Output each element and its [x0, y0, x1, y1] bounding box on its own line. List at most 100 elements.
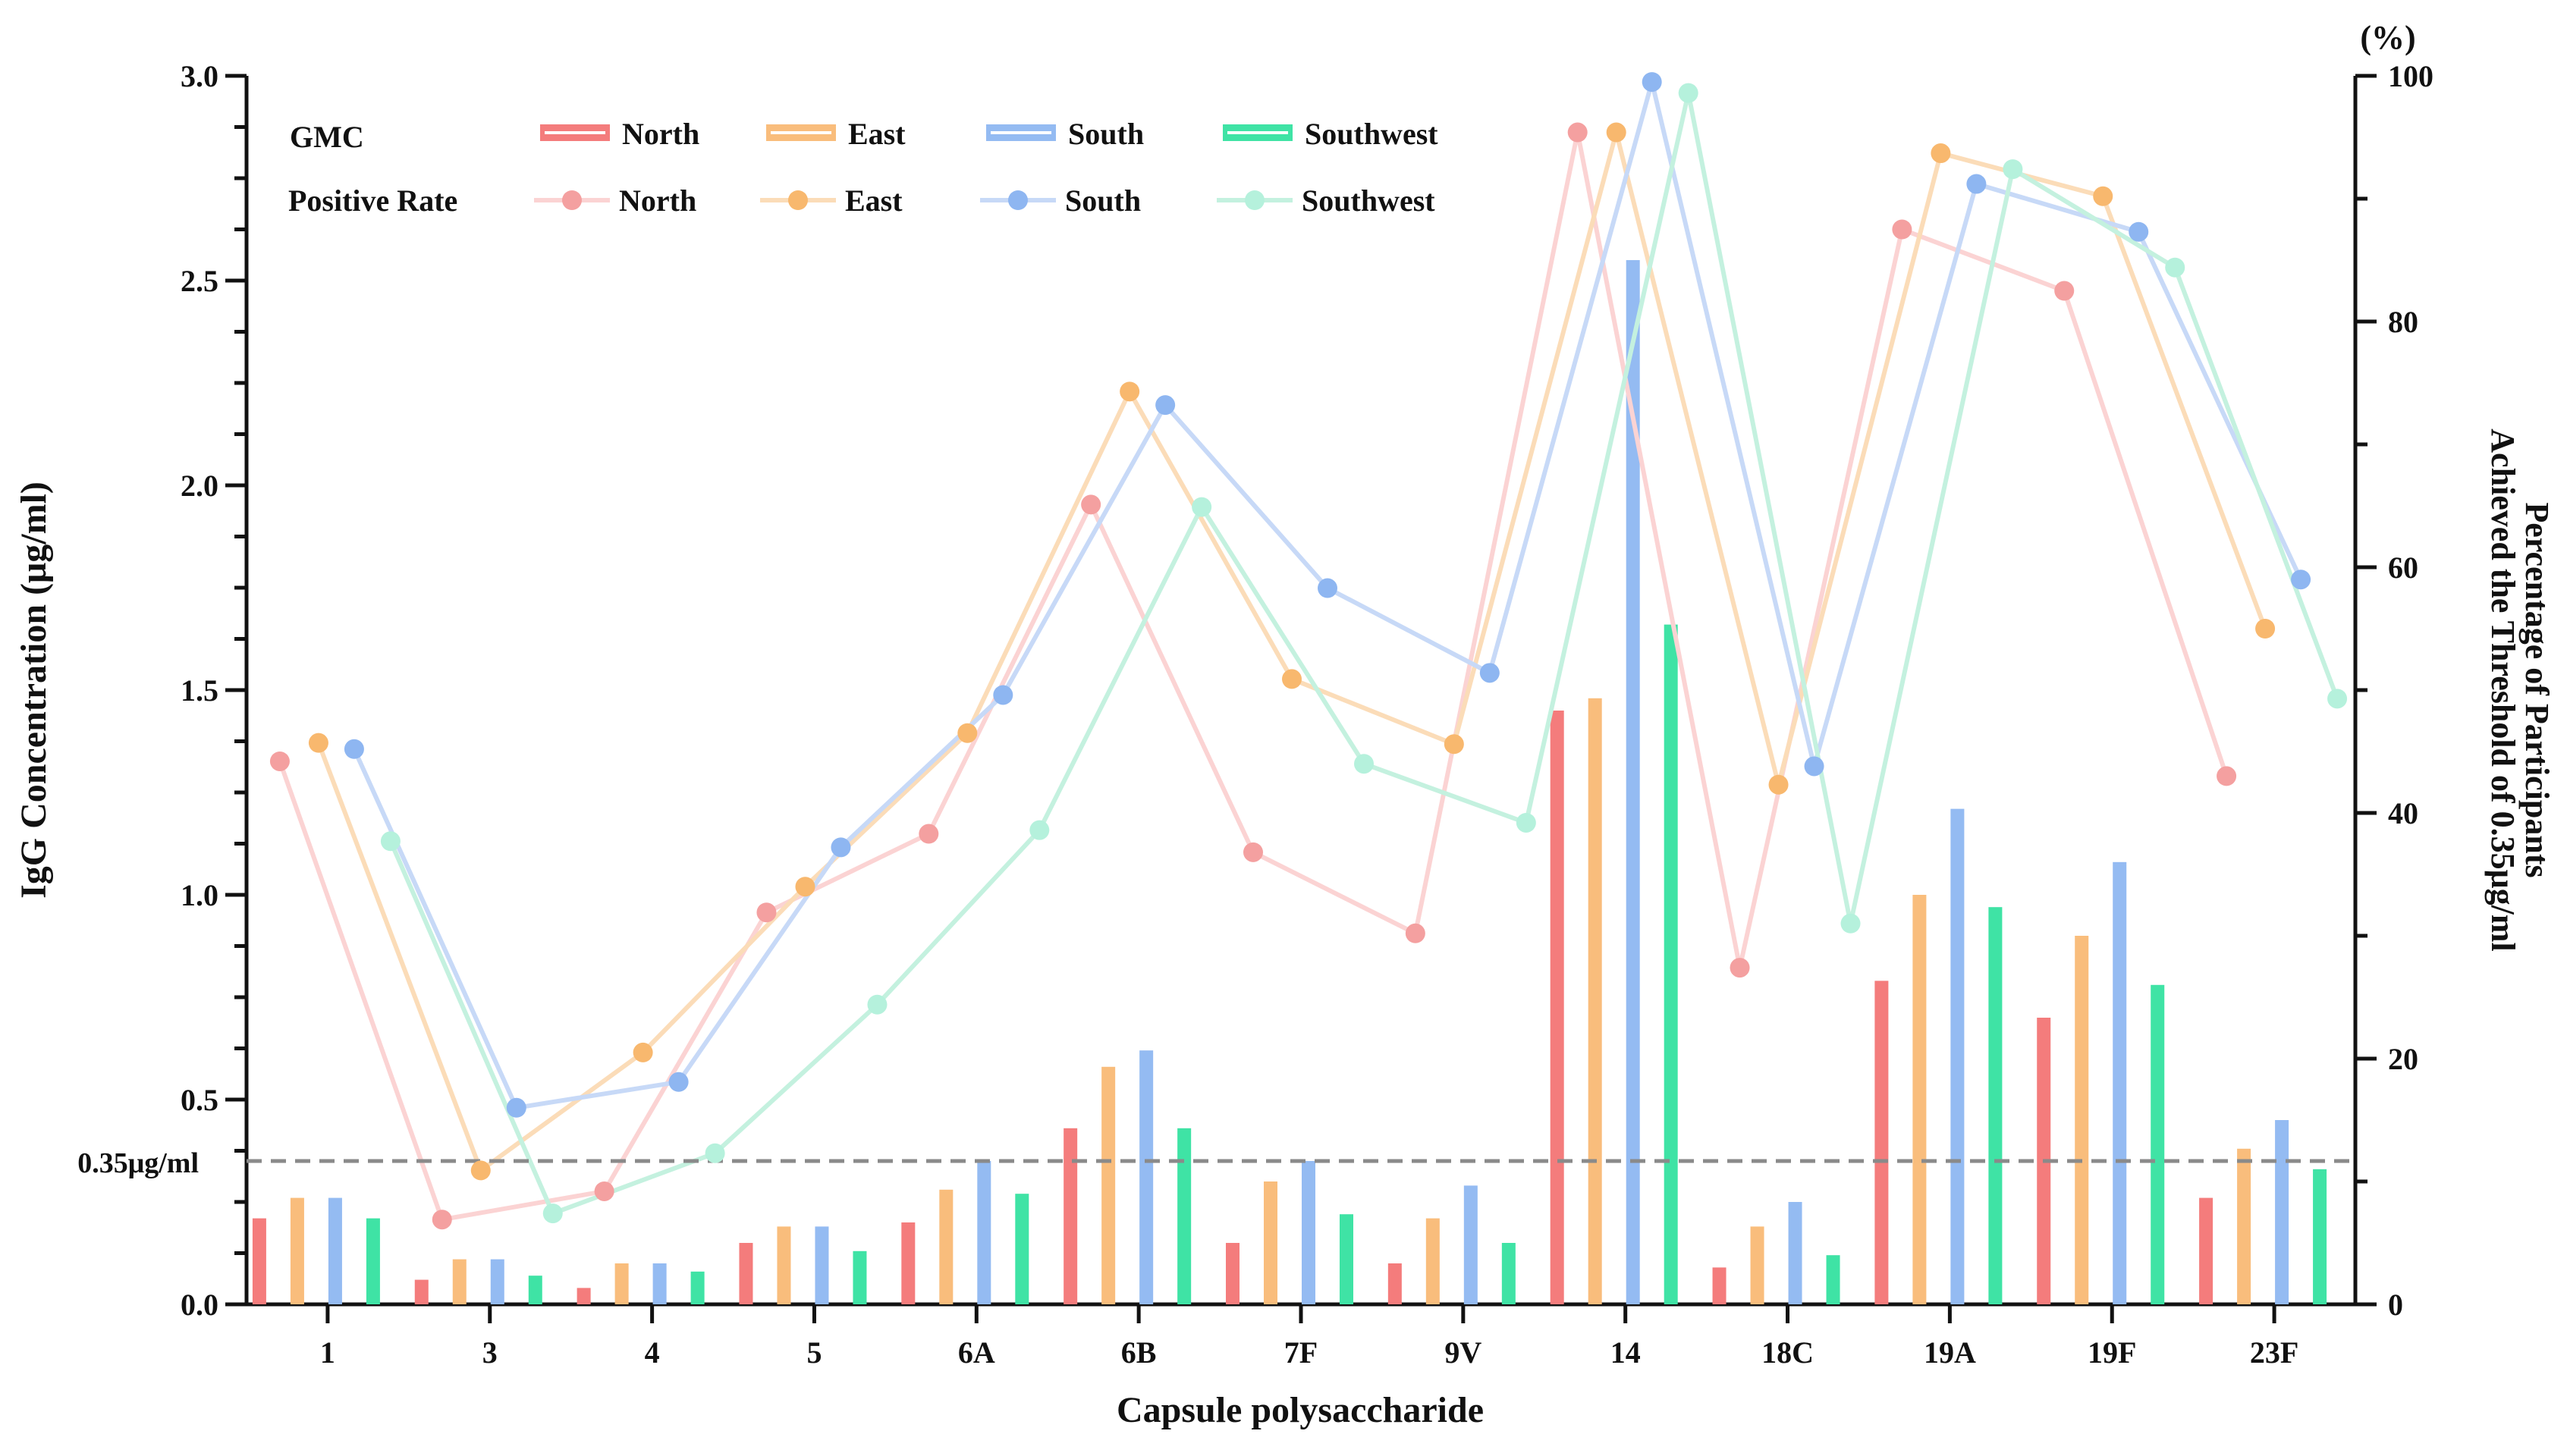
right-tick-label: 80: [2388, 305, 2418, 339]
bar-north-3: [414, 1279, 429, 1304]
bar-southwest-18c: [1826, 1255, 1840, 1304]
dot-north-6b: [1081, 494, 1101, 515]
dot-north-18c: [1730, 958, 1750, 978]
x-tick-label-7f: 7F: [1284, 1335, 1318, 1370]
bar-east-5: [777, 1226, 791, 1304]
legend-rate-label-southwest: Southwest: [1302, 184, 1435, 218]
dot-east-18c: [1768, 774, 1789, 795]
dot-north-7f: [1243, 842, 1263, 862]
bar-southwest-19f: [2151, 984, 2165, 1304]
dot-south-23f: [2291, 570, 2311, 590]
dot-east-14: [1606, 122, 1626, 143]
left-tick-label: 0.5: [181, 1083, 218, 1117]
legend-gmc-label: GMC: [290, 120, 364, 154]
bar-east-6a: [939, 1189, 954, 1304]
right-unit-label: (%): [2360, 19, 2415, 56]
right-tick-label: 40: [2388, 796, 2418, 830]
bar-north-6a: [901, 1222, 916, 1304]
bar-south-19a: [1950, 808, 1965, 1304]
bar-southwest-6b: [1177, 1128, 1192, 1304]
legend-rate-label-south: South: [1065, 184, 1141, 218]
x-tick-label-19a: 19A: [1924, 1335, 1976, 1370]
dot-southwest-1: [380, 831, 401, 852]
right-axis-title-line1: Percentage of Participants: [2518, 502, 2556, 877]
dot-southwest-19a: [2003, 159, 2023, 180]
x-tick-label-4: 4: [645, 1335, 660, 1370]
x-tick-label-23f: 23F: [2250, 1335, 2298, 1370]
dot-north-3: [432, 1210, 452, 1230]
legend-rate-dot-north: [562, 190, 582, 210]
bar-southwest-7f: [1340, 1214, 1353, 1304]
dot-north-19a: [1892, 219, 1912, 240]
dot-southwest-5: [867, 994, 888, 1015]
dot-southwest-23f: [2327, 689, 2348, 709]
bar-east-19a: [1912, 895, 1927, 1304]
bar-southwest-4: [690, 1271, 705, 1304]
bar-east-18c: [1750, 1226, 1764, 1304]
dot-east-3: [470, 1160, 491, 1181]
legend-gmc-label-southwest: Southwest: [1305, 117, 1438, 151]
dot-north-4: [594, 1181, 614, 1201]
left-tick-label: 3.0: [181, 59, 218, 93]
left-tick-label: 2.0: [181, 469, 218, 503]
dot-south-7f: [1318, 578, 1337, 598]
bar-south-5: [815, 1226, 829, 1304]
dot-north-6a: [919, 824, 939, 844]
bar-south-9v: [1463, 1185, 1478, 1304]
dot-north-14: [1567, 122, 1588, 143]
dot-east-4: [633, 1042, 653, 1062]
left-tick-label: 1.5: [181, 673, 218, 708]
dot-southwest-14: [1678, 83, 1698, 103]
dot-north-5: [756, 902, 777, 923]
dot-east-7f: [1282, 669, 1302, 689]
bar-south-14: [1626, 260, 1640, 1304]
dot-east-5: [795, 877, 815, 897]
bar-southwest-19a: [1988, 907, 2003, 1304]
threshold-label: 0.35μg/ml: [77, 1147, 199, 1179]
right-tick-label: 0: [2388, 1288, 2403, 1322]
bar-south-19f: [2113, 861, 2127, 1304]
dot-south-5: [831, 837, 851, 858]
legend-gmc-label-south: South: [1068, 117, 1144, 151]
legend-rate-dot-south: [1008, 190, 1028, 210]
line-group: [278, 80, 2339, 1222]
dot-north-19f: [2054, 281, 2075, 301]
dot-north-1: [269, 751, 290, 771]
dot-north-23f: [2217, 766, 2237, 786]
left-tick-label: 1.0: [181, 878, 218, 912]
dot-south-4: [668, 1072, 689, 1092]
bar-east-4: [614, 1263, 629, 1304]
x-tick-label-3: 3: [482, 1335, 498, 1370]
bar-east-1: [290, 1197, 304, 1304]
dot-north-9v: [1405, 923, 1425, 943]
right-tick-label: 100: [2388, 59, 2433, 93]
left-axis-ticks: 0.0 0.5 1.0 1.5 2.0 2.5 3.0: [181, 59, 247, 1322]
x-tick-label-9v: 9V: [1444, 1335, 1481, 1370]
bar-north-14: [1550, 711, 1564, 1304]
dot-south-18c: [1804, 756, 1824, 777]
legend-rate-label-north: North: [619, 184, 696, 218]
dot-south-6b: [1155, 395, 1176, 416]
right-axis-ticks: 0 20 40 60 80 100: [2355, 59, 2433, 1322]
right-tick-label: 20: [2388, 1042, 2418, 1076]
dot-southwest-18c: [1840, 913, 1861, 934]
dot-east-1: [308, 733, 328, 753]
bar-south-3: [490, 1259, 504, 1304]
dot-east-23f: [2255, 619, 2276, 639]
x-tick-label-14: 14: [1610, 1335, 1641, 1370]
dot-south-3: [506, 1097, 526, 1118]
dot-group: [269, 72, 2348, 1230]
bar-southwest-1: [366, 1218, 380, 1304]
bar-south-6b: [1139, 1050, 1154, 1304]
bar-south-4: [652, 1263, 667, 1304]
bar-east-3: [452, 1259, 467, 1304]
bar-east-9v: [1425, 1218, 1440, 1304]
bar-north-19a: [1874, 981, 1889, 1304]
dot-southwest-19f: [2165, 257, 2185, 278]
left-tick-label: 2.5: [181, 264, 218, 298]
bar-south-18c: [1788, 1202, 1802, 1304]
dot-southwest-6a: [1029, 820, 1050, 840]
dot-south-9v: [1479, 663, 1500, 683]
dot-southwest-4: [705, 1143, 725, 1163]
